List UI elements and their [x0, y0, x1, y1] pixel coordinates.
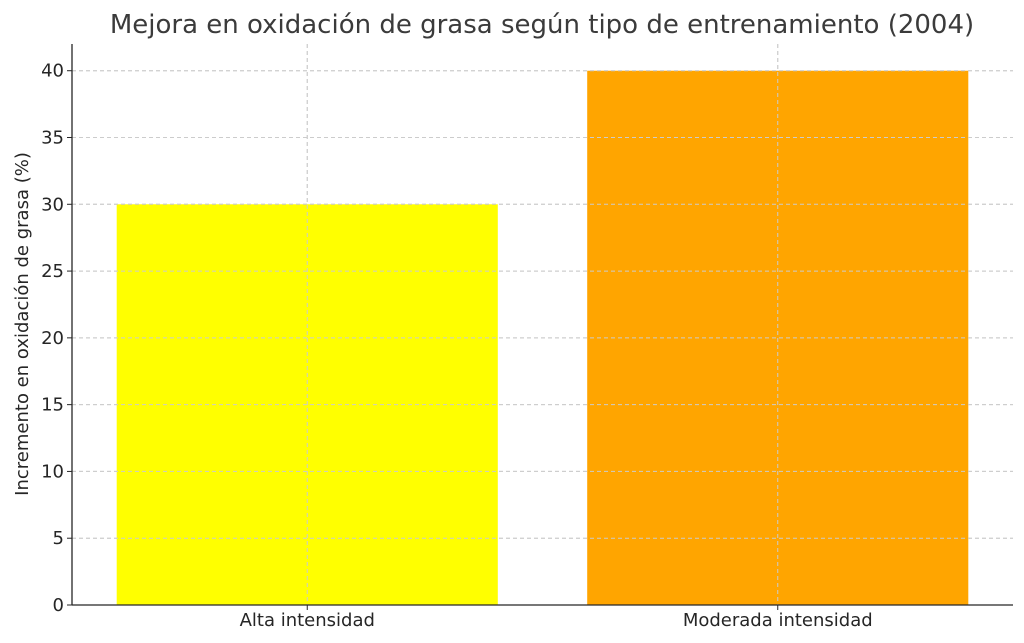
- y-tick-label: 25: [41, 261, 64, 282]
- x-tick-label: Moderada intensidad: [683, 610, 873, 631]
- y-axis-label: Incremento en oxidación de grasa (%): [12, 152, 33, 496]
- y-tick-label: 30: [41, 194, 64, 215]
- y-tick-label: 20: [41, 328, 64, 349]
- y-tick-label: 35: [41, 128, 64, 149]
- y-tick-label: 0: [53, 595, 64, 616]
- y-tick-label: 10: [41, 461, 64, 482]
- y-tick-label: 15: [41, 395, 64, 416]
- x-tick-label: Alta intensidad: [240, 610, 375, 631]
- y-tick-label: 40: [41, 61, 64, 82]
- y-tick-label: 5: [53, 528, 64, 549]
- x-tick-labels: Alta intensidad Moderada intensidad: [240, 610, 873, 631]
- axes: [67, 44, 1013, 610]
- y-tick-labels: 0 5 10 15 20 25 30 35 40: [41, 61, 64, 616]
- chart-title: Mejora en oxidación de grasa según tipo …: [110, 10, 974, 40]
- bars: [72, 44, 1013, 606]
